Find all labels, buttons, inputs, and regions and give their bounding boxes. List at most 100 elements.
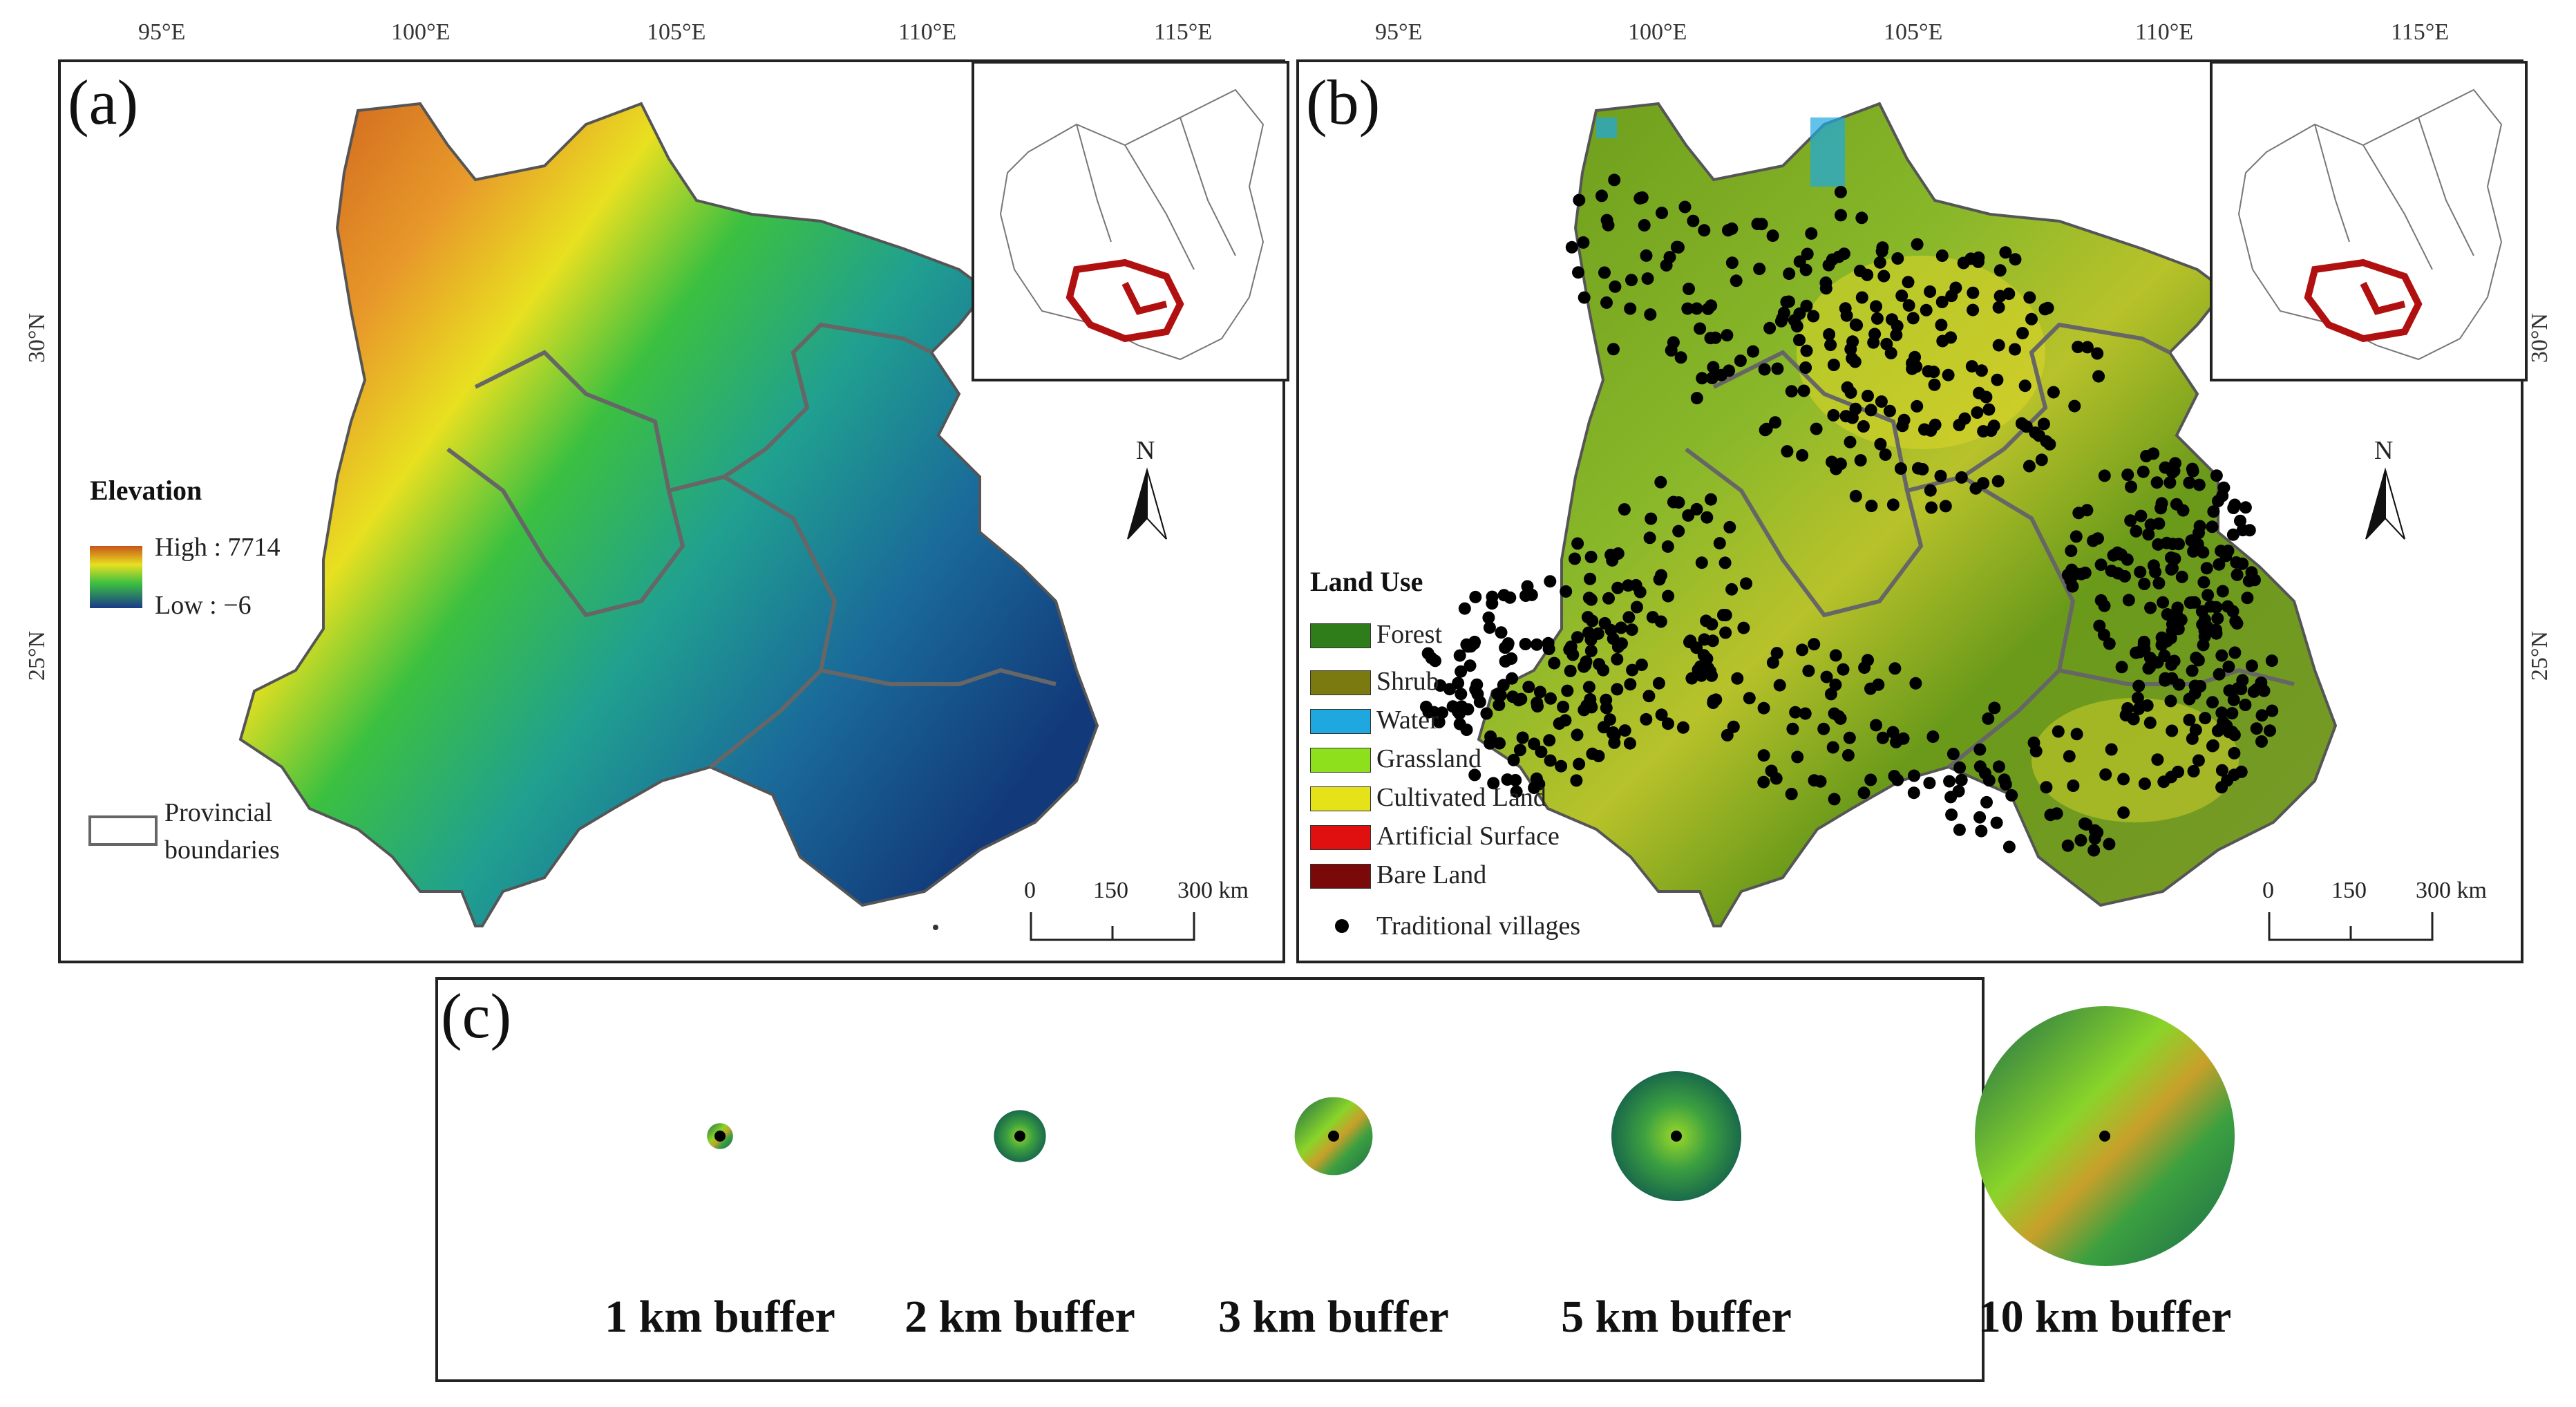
village-point <box>2163 476 2177 489</box>
village-point <box>2213 558 2226 571</box>
village-point <box>2226 605 2239 618</box>
village-point <box>2025 312 2038 325</box>
village-point <box>1690 502 1703 516</box>
village-point <box>2134 509 2148 522</box>
village-point <box>1723 520 1736 533</box>
village-point <box>1698 633 1711 646</box>
village-point <box>1870 719 1882 732</box>
village-point <box>2009 253 2022 266</box>
village-point <box>1625 623 1638 636</box>
village-point <box>1799 707 1812 720</box>
village-point <box>2210 623 2223 636</box>
village-point <box>1504 591 1517 604</box>
village-point <box>1909 677 1922 690</box>
village-point <box>1771 362 1784 375</box>
village-point <box>2231 617 2244 630</box>
village-point <box>1765 764 1778 777</box>
traditional-villages <box>1419 173 2279 857</box>
village-point <box>1636 191 1649 204</box>
village-point <box>2255 709 2269 722</box>
village-point <box>1999 246 2012 259</box>
village-point <box>1469 683 1482 696</box>
village-point <box>1446 700 1459 713</box>
village-point <box>2107 549 2120 562</box>
village-point <box>1945 808 1958 821</box>
village-point <box>1955 773 1968 786</box>
village-point <box>1630 601 1643 614</box>
village-point <box>1701 302 1714 315</box>
village-point <box>1924 285 1937 298</box>
village-point <box>2020 420 2033 433</box>
village-point <box>1982 774 1996 787</box>
village-point <box>1535 746 1548 758</box>
village-point <box>1571 631 1584 644</box>
village-point <box>2121 553 2134 566</box>
village-point <box>1571 728 1584 742</box>
village-point <box>1564 664 1577 677</box>
village-point <box>2172 623 2185 636</box>
village-point <box>1721 329 1734 342</box>
village-point <box>2141 699 2154 712</box>
village-point <box>1991 475 2005 488</box>
village-point <box>1908 769 1920 782</box>
village-point <box>1737 621 1750 634</box>
village-point <box>1873 256 1886 269</box>
village-point <box>1611 641 1625 653</box>
scale-label: 150 <box>2331 878 2367 903</box>
village-point <box>1700 614 1713 627</box>
village-point <box>1602 592 1615 605</box>
village-point <box>2143 716 2157 729</box>
village-point <box>1875 245 1888 258</box>
village-point <box>2112 567 2125 580</box>
village-point <box>1853 265 1866 278</box>
village-point <box>1796 448 1809 462</box>
village-point <box>2188 679 2201 692</box>
legend-swatch <box>1310 670 1371 695</box>
village-point <box>2166 724 2179 737</box>
scale-bar <box>2268 912 2434 941</box>
village-point <box>1797 384 1810 397</box>
village-point <box>1988 701 2001 715</box>
village-point <box>1557 700 1570 713</box>
legend-swatch <box>1310 786 1371 811</box>
village-point <box>2151 753 2164 766</box>
village-point <box>2186 464 2199 478</box>
village-point <box>1982 403 1996 416</box>
north-label: N <box>1136 436 1155 465</box>
village-point <box>1662 717 1674 730</box>
village-point <box>2236 557 2249 570</box>
legend-label: Bare Land <box>1376 860 1487 889</box>
village-point <box>2226 528 2239 541</box>
village-point <box>1799 361 1812 374</box>
boundary-legend-label: Provincial <box>164 798 273 827</box>
scale-label: 300 km <box>2416 878 2487 903</box>
legend-swatch <box>1310 623 1371 648</box>
village-point <box>2138 578 2151 590</box>
village-point <box>2152 517 2166 530</box>
village-point <box>1696 372 1709 385</box>
scale-bar <box>1030 912 1195 941</box>
legend-label: Artificial Surface <box>1376 822 1560 851</box>
village-point <box>2157 596 2170 609</box>
village-point <box>2200 562 2213 575</box>
village-point <box>1844 435 1857 448</box>
village-point <box>1452 677 1465 690</box>
village-point <box>1896 419 1909 433</box>
lon-tick: 100°E <box>1628 19 1687 45</box>
village-point <box>1786 722 1799 735</box>
lon-tick: 105°E <box>1884 19 1943 45</box>
village-point <box>2099 1131 2110 1142</box>
village-point <box>2061 839 2074 852</box>
north-label: N <box>2374 436 2394 465</box>
lon-tick: 115°E <box>1154 19 1213 45</box>
village-point <box>2065 563 2078 576</box>
village-point <box>714 1131 726 1142</box>
village-point <box>1663 251 1676 264</box>
village-point <box>1600 701 1613 715</box>
village-point <box>1911 238 1924 251</box>
village-point <box>1530 772 1543 785</box>
village-point <box>1936 334 1949 348</box>
village-point <box>1519 638 1532 650</box>
village-point <box>2206 696 2219 709</box>
panel-c: (c) 1 km buffer 2 km buffer 3 km buffer 5 k… <box>435 977 2235 1382</box>
